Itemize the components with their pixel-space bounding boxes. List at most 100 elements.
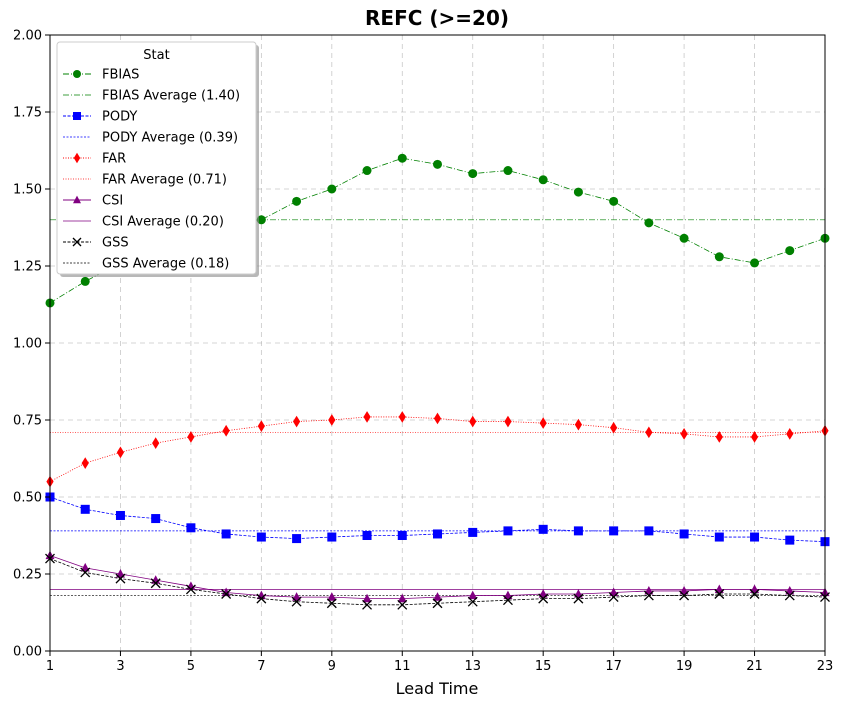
data-point [326, 598, 337, 609]
data-point [609, 196, 619, 206]
data-point [327, 532, 337, 542]
data-point [150, 578, 161, 589]
x-stroke [714, 589, 725, 599]
series-lines [45, 153, 830, 610]
y-tick-label: 1.25 [13, 260, 42, 275]
data-point [398, 411, 406, 423]
data-point [397, 599, 408, 610]
data-point [609, 526, 619, 536]
legend-label: FBIAS Average (1.40) [102, 89, 240, 104]
data-point [539, 417, 547, 429]
x-stroke [749, 589, 760, 599]
data-point [608, 592, 619, 603]
data-point [116, 446, 125, 459]
x-tick-label: 19 [676, 659, 693, 674]
y-tick-label: 2.00 [13, 29, 42, 44]
data-point [291, 596, 302, 607]
y-tick-label: 1.00 [13, 337, 42, 352]
data-point [538, 593, 549, 604]
legend-label: FAR [102, 152, 126, 167]
x-stroke [573, 593, 584, 604]
data-point [221, 529, 231, 539]
data-point [469, 415, 477, 428]
data-point [292, 196, 302, 206]
data-point [221, 589, 232, 599]
data-point [749, 589, 760, 599]
data-point [362, 599, 373, 610]
data-point [714, 589, 725, 599]
legend: Stat FBIAS FBIAS Average (1.40) PODY PODY Av… [56, 41, 259, 277]
legend-marker [73, 112, 81, 120]
data-point [785, 535, 795, 545]
y-tick-label: 1.75 [13, 106, 42, 121]
data-point [185, 584, 196, 595]
x-tick-label: 1 [46, 659, 54, 674]
data-point [292, 415, 301, 428]
legend-marker [72, 237, 82, 247]
x-tick-label: 21 [746, 659, 763, 674]
x-tick-label: 15 [535, 659, 552, 674]
data-point [80, 276, 90, 286]
tick-labels: 1 3 5 7 9 11 13 15 17 19 21 230.000.250.500.751.001… [13, 29, 833, 675]
data-point [502, 595, 513, 606]
x-stroke [256, 593, 267, 604]
x-stroke [115, 573, 126, 584]
data-point [503, 166, 513, 176]
x-stroke [397, 599, 408, 610]
x-tick-label: 11 [394, 659, 411, 674]
data-point [433, 529, 442, 539]
data-point [256, 215, 266, 225]
data-point [397, 531, 407, 540]
data-point [468, 527, 478, 537]
data-point [573, 593, 584, 604]
data-point [680, 428, 688, 440]
data-point [115, 573, 126, 584]
data-point [784, 590, 795, 601]
data-point [433, 159, 442, 169]
x-stroke [326, 598, 337, 609]
data-point [679, 529, 689, 539]
data-point [397, 153, 407, 163]
x-stroke [538, 593, 549, 604]
x-tick-label: 23 [817, 659, 834, 674]
y-tick-label: 0.50 [13, 491, 42, 506]
x-stroke [185, 584, 196, 595]
data-point [750, 532, 760, 542]
x-stroke [467, 596, 478, 607]
series-gss [45, 553, 830, 610]
data-point [504, 415, 512, 428]
y-tick-label: 1.50 [13, 183, 42, 198]
legend-marker [73, 70, 81, 78]
y-tick-label: 0.00 [13, 645, 42, 660]
data-point [645, 426, 653, 439]
x-tick-label: 5 [187, 659, 195, 674]
x-stroke [150, 578, 161, 589]
data-point [433, 412, 442, 425]
legend-label: PODY [102, 110, 137, 125]
data-point [573, 187, 583, 197]
data-point [328, 414, 336, 426]
x-stroke [608, 592, 619, 603]
data-point [256, 532, 266, 542]
data-point [151, 514, 161, 524]
data-point [115, 510, 125, 520]
data-point [187, 431, 195, 443]
x-tick-label: 17 [605, 659, 622, 674]
x-stroke [362, 599, 373, 610]
data-point [186, 523, 196, 533]
data-point [643, 590, 654, 601]
x-tick-label: 9 [328, 659, 336, 674]
data-point [679, 233, 689, 243]
x-tick-label: 13 [464, 659, 481, 674]
data-point [538, 175, 548, 185]
legend-marker [73, 152, 81, 164]
data-point [327, 592, 337, 601]
x-stroke [221, 589, 232, 599]
data-point [397, 593, 407, 603]
data-point [80, 567, 91, 578]
data-point [222, 424, 230, 437]
y-tick-label: 0.75 [13, 414, 42, 429]
x-stroke [72, 237, 82, 247]
data-point [503, 526, 513, 536]
